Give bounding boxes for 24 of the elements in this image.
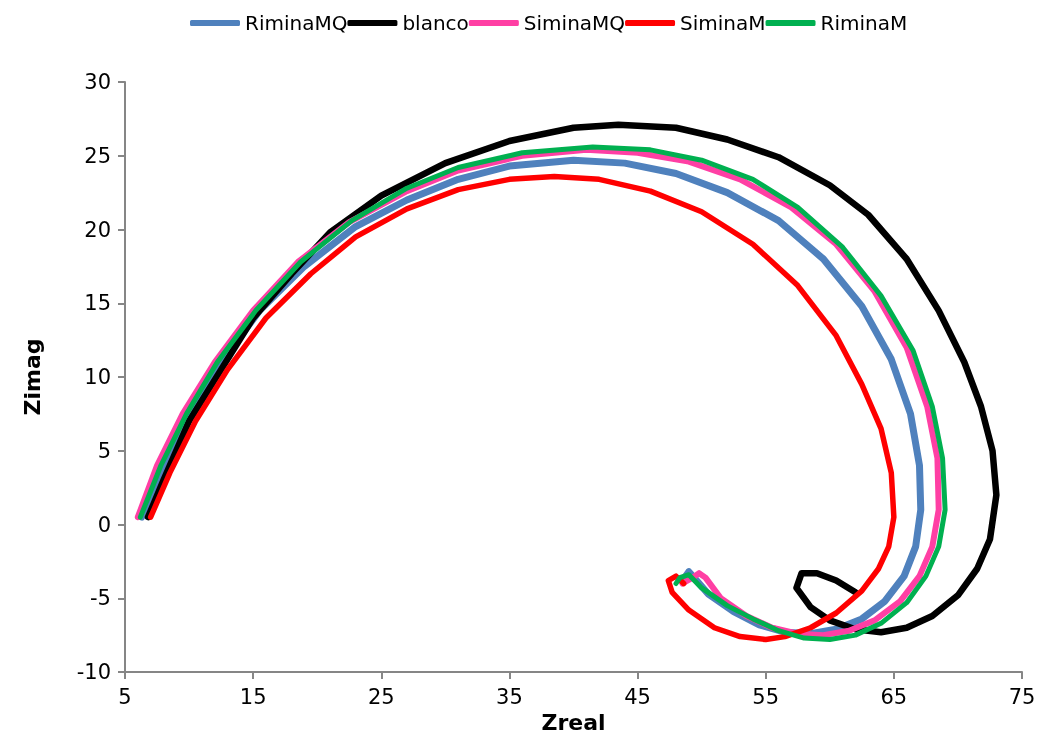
legend-label: SiminaMQ xyxy=(523,11,626,35)
y-tick-label: 15 xyxy=(84,291,111,316)
x-tick-label: 45 xyxy=(624,684,651,709)
y-tick-label: 5 xyxy=(97,438,111,463)
y-tick-label: 20 xyxy=(84,217,111,242)
y-tick-label: -10 xyxy=(76,660,111,684)
y-axis-title: Zimag xyxy=(19,338,45,416)
x-tick-label: 15 xyxy=(239,684,267,709)
y-tick-label: 0 xyxy=(97,512,111,537)
x-tick-label: 25 xyxy=(367,684,395,709)
legend-label: RiminaMQ xyxy=(245,11,348,35)
x-tick-label: 55 xyxy=(752,684,780,709)
legend-label: blanco xyxy=(402,11,469,35)
y-tick-label: -5 xyxy=(90,586,111,611)
legend-label: SiminaM xyxy=(680,11,766,35)
legend-label: RiminaM xyxy=(820,11,908,35)
y-tick-label: 10 xyxy=(84,365,111,389)
x-tick-label: 65 xyxy=(880,684,908,709)
x-tick-label: 35 xyxy=(496,684,523,709)
x-axis-title: Zreal xyxy=(541,710,606,736)
y-tick-label: 25 xyxy=(84,143,111,168)
x-tick-label: 75 xyxy=(1008,684,1036,709)
x-tick-label: 5 xyxy=(118,684,132,709)
y-tick-label: 30 xyxy=(84,70,111,94)
